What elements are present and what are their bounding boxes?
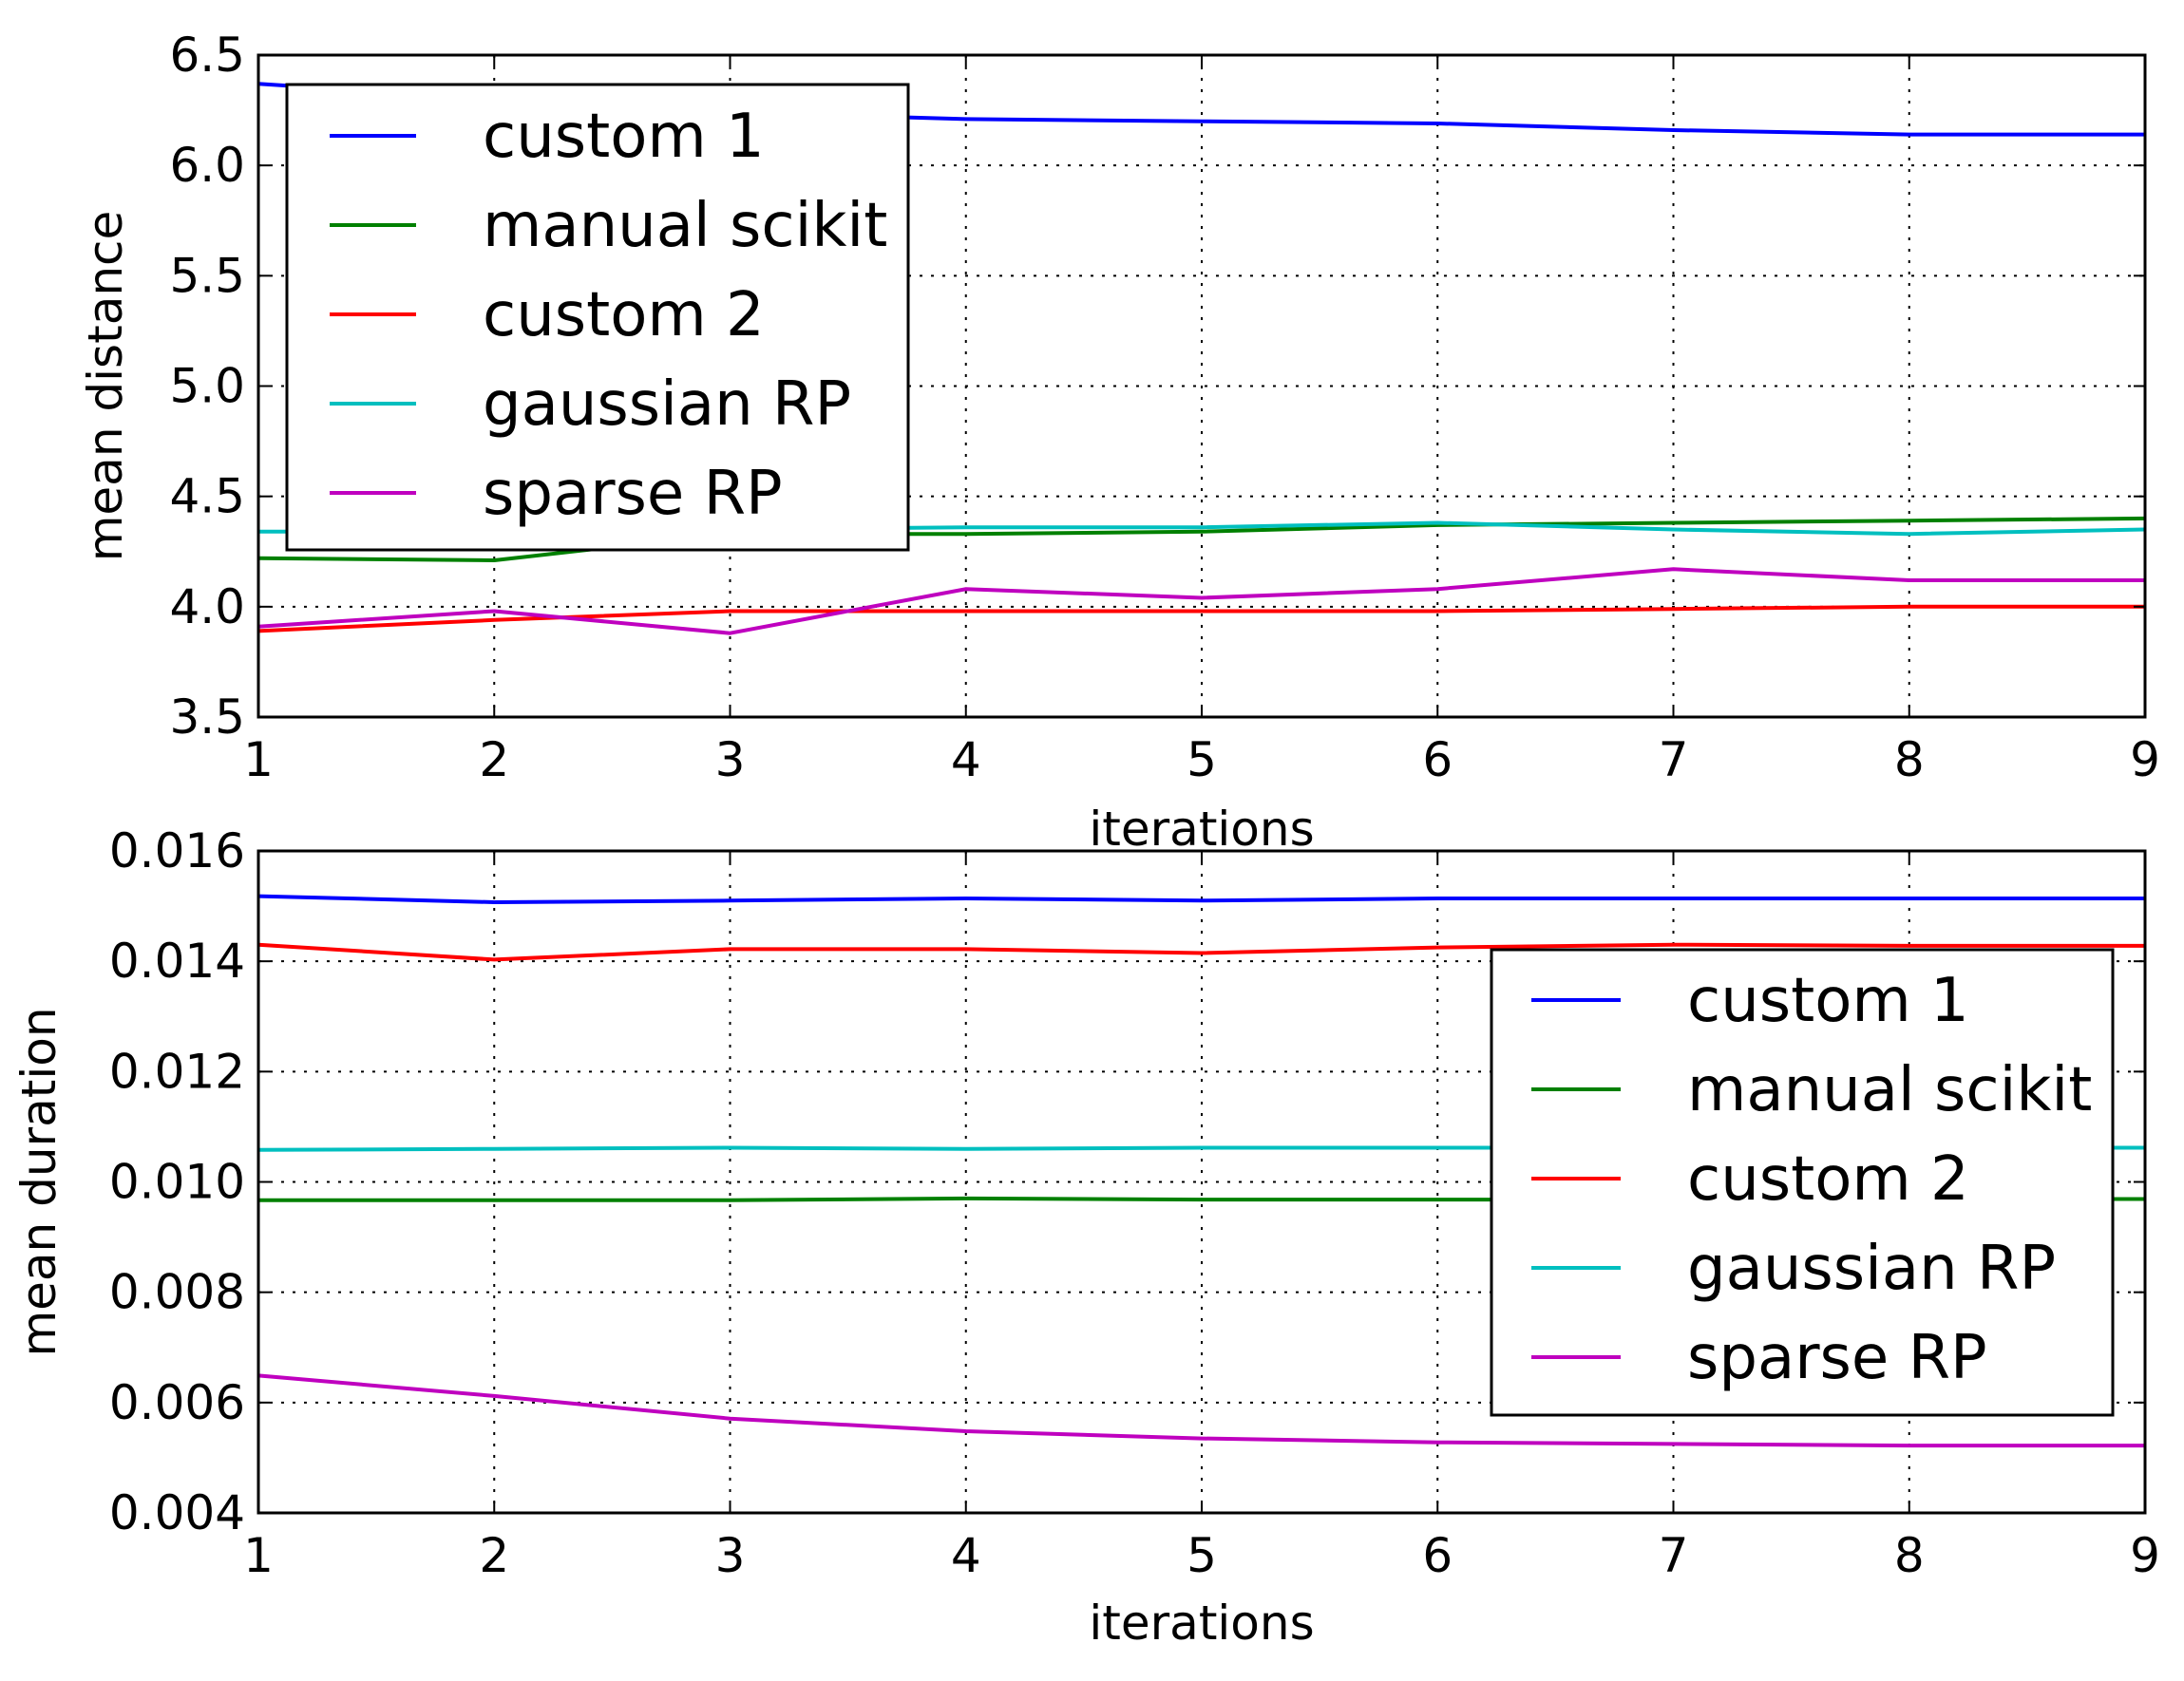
x-tick-label: 1 <box>243 1528 274 1583</box>
x-tick-label: 2 <box>479 732 509 787</box>
x-tick-label: 5 <box>1187 732 1217 787</box>
x-tick-label: 4 <box>951 732 981 787</box>
series-line-custom-1 <box>257 894 2145 904</box>
x-tick-label: 3 <box>715 732 746 787</box>
x-tick-label: 3 <box>715 1528 746 1583</box>
legend-label: gaussian RP <box>1687 1234 2056 1304</box>
distance-chart: 1 2 3 4 5 6 7 8 9 3.5 4.0 4.5 5.0 5.5 6.0 6.5 iterations… <box>78 28 2160 857</box>
x-tick-label: 9 <box>2130 1528 2160 1583</box>
x-tick-label: 8 <box>1894 1528 1925 1583</box>
legend-label: sparse RP <box>1687 1323 1987 1393</box>
x-tick-label: 1 <box>243 732 274 787</box>
x-tick-label: 9 <box>2130 732 2160 787</box>
legend-label: sparse RP <box>483 459 783 529</box>
legend-label: manual scikit <box>483 191 887 261</box>
y-tick-label: 0.006 <box>109 1375 245 1430</box>
y-tick-label: 0.016 <box>109 823 245 878</box>
x-tick-label: 6 <box>1422 1528 1453 1583</box>
x-tick-label: 7 <box>1659 732 1689 787</box>
y-axis-label: mean duration <box>11 1007 66 1356</box>
legend-box <box>1490 948 2115 1417</box>
y-tick-label: 0.004 <box>109 1485 245 1540</box>
x-tick-label: 8 <box>1894 732 1925 787</box>
legend-label: gaussian RP <box>483 369 851 440</box>
x-axis-label: iterations <box>1089 1596 1314 1651</box>
y-tick-label: 0.014 <box>109 934 245 989</box>
y-tick-label: 4.0 <box>169 579 245 634</box>
x-axis-label: iterations <box>1089 802 1314 857</box>
legend-label: custom 2 <box>483 280 765 350</box>
series-line-manual-scikit <box>257 516 2146 562</box>
y-tick-label: 0.012 <box>109 1044 245 1099</box>
legend-label: manual scikit <box>1687 1055 2092 1125</box>
legend-box <box>285 83 910 552</box>
y-tick-label: 5.5 <box>169 248 245 303</box>
legend-label: custom 2 <box>1687 1144 1969 1215</box>
y-tick-label: 0.010 <box>109 1155 245 1210</box>
legend: custom 1 manual scikit custom 2 gaussian RP… <box>285 83 910 552</box>
duration-chart: 1 2 3 4 5 6 7 8 9 0.004 0.006 0.008 0.010 0.012 0.014 0… <box>11 823 2160 1651</box>
x-tick-label: 6 <box>1422 732 1453 787</box>
y-tick-label: 4.5 <box>169 469 245 524</box>
x-tick-label: 5 <box>1187 1528 1217 1583</box>
x-tick-label: 2 <box>479 1528 509 1583</box>
series-line-custom-2 <box>257 942 2145 962</box>
legend-label: custom 1 <box>483 102 765 172</box>
y-tick-label: 3.5 <box>169 689 245 745</box>
legend: custom 1 manual scikit custom 2 gaussian RP… <box>1490 948 2115 1417</box>
y-tick-label: 6.5 <box>169 28 245 83</box>
y-axis-label: mean distance <box>78 211 133 562</box>
y-tick-label: 0.008 <box>109 1265 245 1320</box>
y-tick-label: 6.0 <box>169 138 245 193</box>
x-tick-label: 7 <box>1659 1528 1689 1583</box>
series-line-sparse-RP <box>257 567 2145 635</box>
y-tick-label: 5.0 <box>169 359 245 414</box>
series-line-sparse-RP <box>257 1373 2145 1448</box>
x-tick-label: 4 <box>951 1528 981 1583</box>
legend-label: custom 1 <box>1687 966 1969 1036</box>
